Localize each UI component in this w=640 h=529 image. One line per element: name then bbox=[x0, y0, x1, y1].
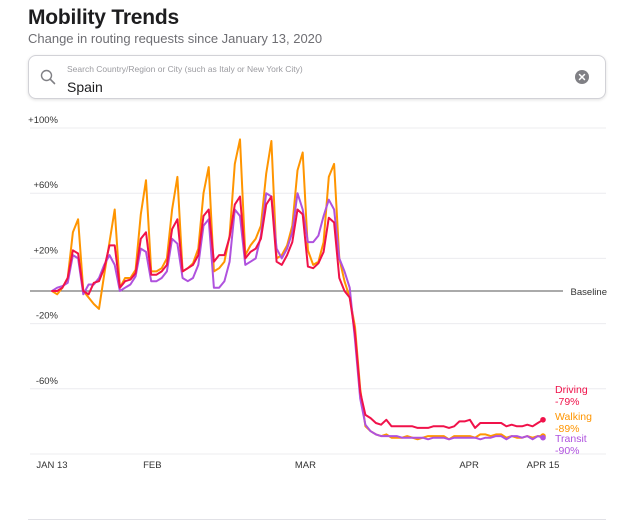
series-value-walking: -89% bbox=[555, 423, 580, 435]
y-tick-label: +100% bbox=[28, 115, 58, 126]
series-end-dot-driving bbox=[540, 416, 546, 423]
bottom-divider bbox=[28, 519, 606, 520]
series-value-driving: -79% bbox=[555, 396, 580, 408]
clear-icon bbox=[578, 73, 586, 81]
search-field[interactable]: Search Country/Region or City (such as I… bbox=[28, 55, 606, 99]
y-tick-label: -20% bbox=[36, 311, 59, 322]
x-tick-label: APR bbox=[459, 460, 479, 471]
series-label-driving: Driving bbox=[555, 384, 588, 396]
x-tick-label: JAN 13 bbox=[36, 460, 67, 471]
y-tick-label: -60% bbox=[36, 376, 59, 387]
mobility-chart: +100% +60% +20% -20% -60% Baseline JAN 13 FEB MA… bbox=[28, 115, 607, 471]
page-title: Mobility Trends bbox=[28, 6, 180, 29]
series-label-transit: Transit bbox=[555, 433, 587, 445]
y-tick-label: +60% bbox=[33, 180, 58, 191]
x-tick-label: FEB bbox=[143, 460, 161, 471]
series-line-walking bbox=[51, 138, 544, 441]
search-icon bbox=[40, 69, 56, 85]
x-tick-label: APR 15 bbox=[527, 460, 560, 471]
clear-button[interactable] bbox=[575, 70, 589, 84]
search-placeholder: Search Country/Region or City (such as I… bbox=[67, 64, 303, 74]
page-subtitle: Change in routing requests since January… bbox=[28, 31, 323, 46]
search-input[interactable]: Spain bbox=[67, 79, 103, 95]
series-value-transit: -90% bbox=[555, 445, 580, 457]
series-end-dot-transit bbox=[540, 434, 546, 441]
y-tick-label: +20% bbox=[33, 245, 58, 256]
series-line-transit bbox=[51, 192, 544, 441]
x-tick-label: MAR bbox=[295, 460, 316, 471]
baseline-label: Baseline bbox=[571, 287, 607, 298]
series-label-walking: Walking bbox=[555, 411, 592, 423]
series-line-driving bbox=[51, 195, 544, 429]
